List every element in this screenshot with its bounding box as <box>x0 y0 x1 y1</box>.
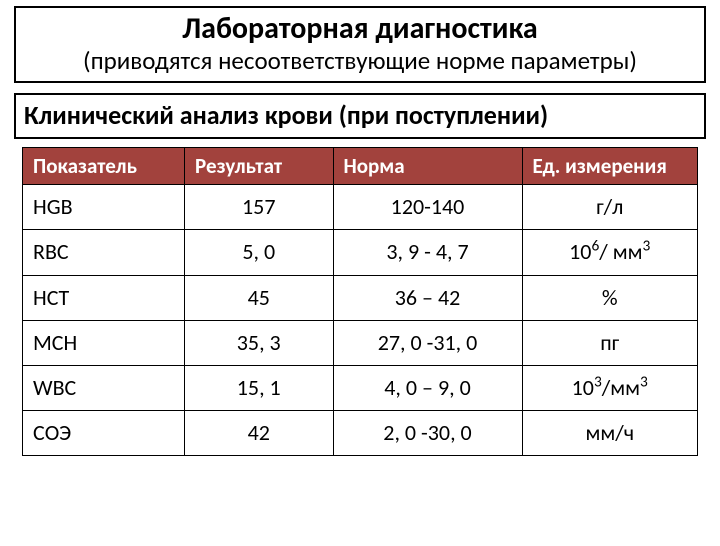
table-row: СОЭ422, 0 -30, 0мм/ч <box>23 411 698 456</box>
cell-result: 5, 0 <box>185 230 334 275</box>
blood-test-table: Показатель Результат Норма Ед. измерения… <box>22 147 698 456</box>
col-header-param: Показатель <box>23 148 185 185</box>
cell-result: 15, 1 <box>185 366 334 411</box>
cell-unit: пг <box>522 320 698 365</box>
section-title: Клинический анализ крови (при поступлени… <box>24 101 696 131</box>
table-body: HGB157120-140г/лRBC5, 03, 9 - 4, 7106/ м… <box>23 185 698 456</box>
cell-norm: 120-140 <box>333 185 522 230</box>
table-header-row: Показатель Результат Норма Ед. измерения <box>23 148 698 185</box>
cell-param: HGB <box>23 185 185 230</box>
table-row: HGB157120-140г/л <box>23 185 698 230</box>
cell-param: MCH <box>23 320 185 365</box>
cell-norm: 4, 0 – 9, 0 <box>333 366 522 411</box>
page-subtitle: (приводятся несоответствующие норме пара… <box>22 47 698 76</box>
cell-norm: 2, 0 -30, 0 <box>333 411 522 456</box>
cell-result: 45 <box>185 275 334 320</box>
cell-param: RBC <box>23 230 185 275</box>
table-row: HCT4536 – 42% <box>23 275 698 320</box>
section-block: Клинический анализ крови (при поступлени… <box>14 93 706 139</box>
cell-unit: 106/ мм3 <box>522 230 698 275</box>
cell-norm: 3, 9 - 4, 7 <box>333 230 522 275</box>
cell-result: 42 <box>185 411 334 456</box>
table-row: MCH35, 327, 0 -31, 0пг <box>23 320 698 365</box>
title-block: Лабораторная диагностика (приводятся нес… <box>14 6 706 83</box>
cell-unit: % <box>522 275 698 320</box>
cell-param: СОЭ <box>23 411 185 456</box>
cell-result: 157 <box>185 185 334 230</box>
cell-norm: 27, 0 -31, 0 <box>333 320 522 365</box>
cell-param: WBC <box>23 366 185 411</box>
cell-result: 35, 3 <box>185 320 334 365</box>
cell-unit: г/л <box>522 185 698 230</box>
page-title: Лабораторная диагностика <box>22 12 698 47</box>
cell-norm: 36 – 42 <box>333 275 522 320</box>
col-header-norm: Норма <box>333 148 522 185</box>
col-header-unit: Ед. измерения <box>522 148 698 185</box>
cell-param: HCT <box>23 275 185 320</box>
cell-unit: 103/мм3 <box>522 366 698 411</box>
cell-unit: мм/ч <box>522 411 698 456</box>
table-row: WBC15, 14, 0 – 9, 0103/мм3 <box>23 366 698 411</box>
table-row: RBC5, 03, 9 - 4, 7106/ мм3 <box>23 230 698 275</box>
col-header-result: Результат <box>185 148 334 185</box>
